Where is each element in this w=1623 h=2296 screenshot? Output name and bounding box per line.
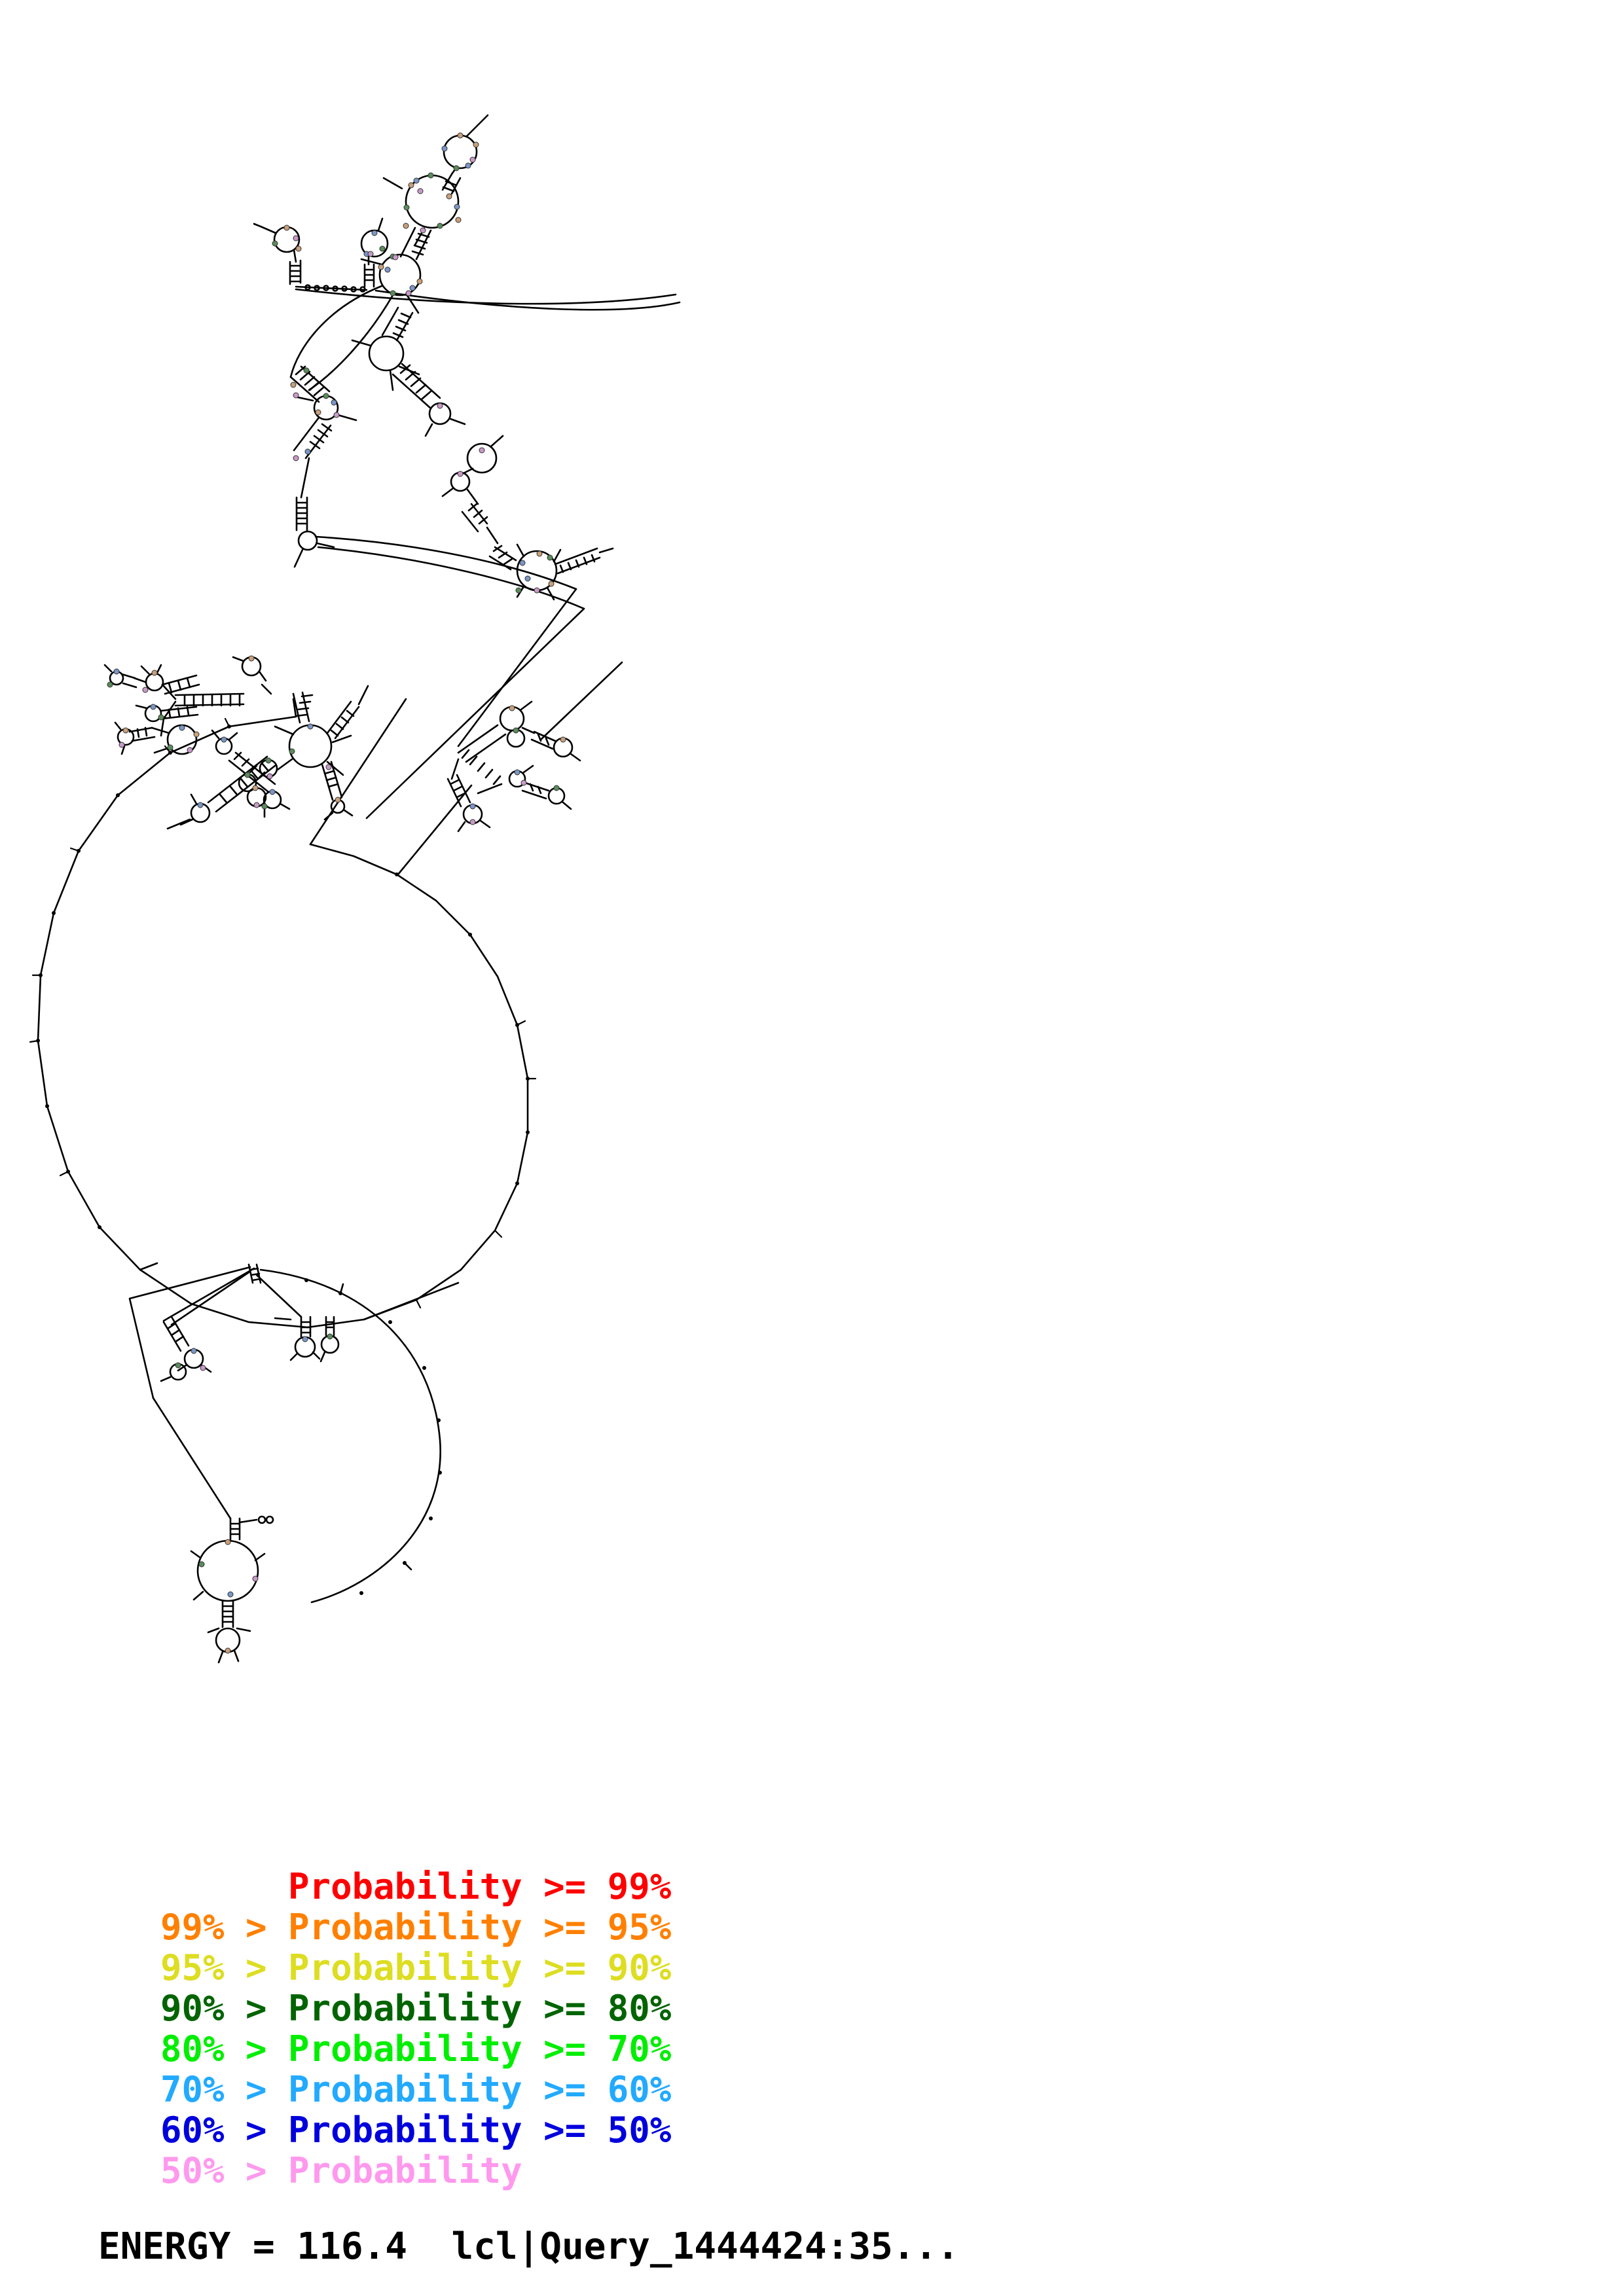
legend-row-80: 90% > Probability >= 80% [0, 1948, 1623, 2029]
legend-row-90: 95% > Probability >= 90% [0, 1907, 1623, 1988]
rna-structure-plot [29, 114, 681, 1664]
legend-body-60: Probability >= 60% [288, 2069, 672, 2110]
legend-row-99: Probability >= 99% [0, 1826, 1623, 1907]
legend-row-50: 60% > Probability >= 50% [0, 2070, 1623, 2151]
legend-row-lt50: 50% > Probability [0, 2110, 1623, 2191]
legend-row-70: 80% > Probability >= 70% [0, 1988, 1623, 2070]
rna-backbone-group [29, 114, 681, 1664]
legend-lead-95: 99% > [160, 1907, 289, 1948]
legend-body-lt50: Probability [288, 2150, 522, 2191]
probability-legend: Probability >= 99% 99% > Probability >= … [0, 1826, 1623, 2191]
legend-row-95: 99% > Probability >= 95% [0, 1867, 1623, 1948]
legend-body-95: Probability >= 95% [288, 1907, 672, 1948]
legend-body-99: Probability >= 99% [288, 1866, 672, 1907]
legend-lead-50: 60% > [160, 2109, 289, 2151]
legend-lead-90: 95% > [160, 1947, 289, 1988]
rna-structure-svg [29, 114, 681, 1664]
legend-body-80: Probability >= 80% [288, 1988, 672, 2029]
legend-body-50: Probability >= 50% [288, 2109, 672, 2151]
legend-lead-70: 80% > [160, 2028, 289, 2070]
legend-row-60: 70% > Probability >= 60% [0, 2029, 1623, 2110]
legend-body-70: Probability >= 70% [288, 2028, 672, 2070]
rna-nucleotide-group [107, 132, 566, 1654]
legend-lead-80: 90% > [160, 1988, 289, 2029]
legend-lead-lt50: 50% > [160, 2150, 289, 2191]
energy-line: ENERGY = 116.4 lcl|Query_1444424:35... [98, 2225, 959, 2268]
legend-lead-60: 70% > [160, 2069, 289, 2110]
legend-body-90: Probability >= 90% [288, 1947, 672, 1988]
